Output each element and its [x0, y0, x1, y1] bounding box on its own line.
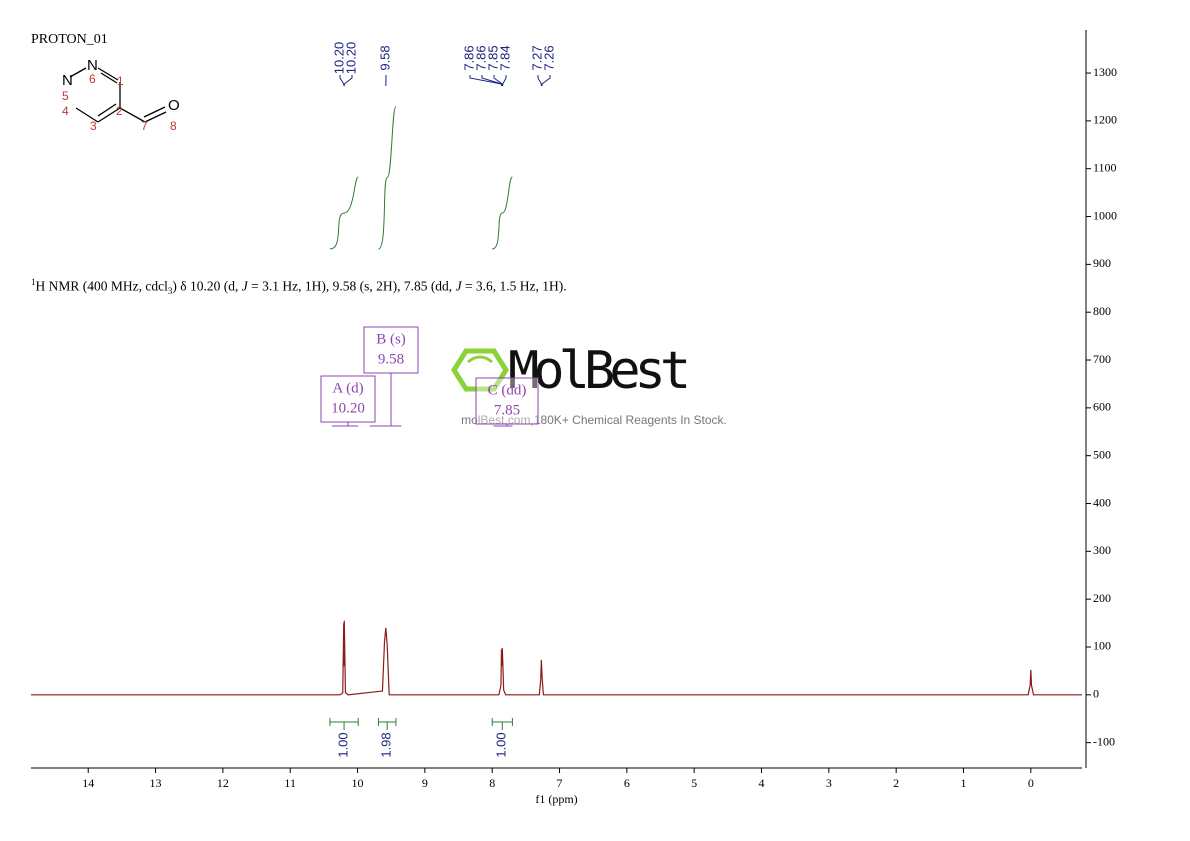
multiplet-box: [320, 375, 376, 423]
peak-label: 10.20: [331, 42, 346, 75]
desc: 3: [167, 286, 173, 297]
y-tick-label: 800: [1093, 304, 1111, 318]
peak-connector: [502, 75, 507, 86]
y-tick-label: 1000: [1093, 208, 1117, 222]
chart-title: PROTON_01: [31, 32, 108, 47]
desc: = 3.1 Hz, 1H), 9.58 (s, 2H), 7.85 (dd,: [247, 278, 456, 294]
atom-number: 5: [62, 89, 69, 103]
atom-number: 1: [117, 74, 124, 88]
desc: H NMR (400 MHz, cdcl: [35, 278, 168, 294]
x-tick-label: 11: [284, 776, 296, 790]
x-tick-label: 1: [961, 776, 967, 790]
y-tick-label: -100: [1093, 734, 1115, 748]
x-tick-label: 5: [691, 776, 697, 790]
multiplet-label: A (d): [332, 380, 363, 396]
peak-label: 7.27: [529, 45, 544, 70]
watermark-brand: MolBest: [508, 341, 687, 401]
x-tick-label: 8: [489, 776, 495, 790]
x-tick-label: 4: [759, 776, 765, 790]
y-tick-label: 1200: [1093, 113, 1117, 127]
y-tick-label: 0: [1093, 687, 1099, 701]
peak-label: 7.86: [473, 45, 488, 70]
integral-label: 1.00: [494, 732, 509, 757]
x-axis-label: f1 (ppm): [535, 792, 577, 806]
integral-label: 1.00: [336, 732, 351, 757]
multiplet-box: [475, 377, 539, 425]
atom: O: [168, 97, 180, 114]
atom-number: 2: [116, 104, 123, 118]
atom-number: 4: [62, 104, 69, 118]
spectrum-line: [31, 620, 1082, 696]
y-tick-label: 1300: [1093, 65, 1117, 79]
multiplet-label: C (dd): [488, 382, 527, 398]
y-tick-label: 700: [1093, 352, 1111, 366]
y-tick-label: 900: [1093, 256, 1111, 270]
molecule: [69, 67, 167, 123]
multiplet-box: [363, 326, 419, 374]
desc: 1: [31, 277, 36, 287]
x-tick-label: 0: [1028, 776, 1034, 790]
y-tick-label: 200: [1093, 591, 1111, 605]
y-tick-label: 300: [1093, 543, 1111, 557]
atom: N: [87, 57, 98, 74]
y-tick-label: 100: [1093, 639, 1111, 653]
integral-curve: [329, 176, 359, 250]
desc: ) δ 10.20 (d,: [172, 278, 242, 294]
x-tick-label: 9: [422, 776, 428, 790]
desc: J: [455, 278, 462, 294]
peak-connector: [343, 75, 353, 86]
y-tick-label: 600: [1093, 400, 1111, 414]
description: 1H NMR (400 MHz, cdcl3) δ 10.20 (d, J = …: [31, 274, 601, 299]
desc: J: [241, 278, 248, 294]
atom-number: 8: [170, 119, 177, 133]
peak-connector: [537, 75, 542, 86]
desc: = 3.6, 1.5 Hz, 1H).: [461, 278, 567, 294]
x-tick-label: 7: [557, 776, 563, 790]
atom: N: [62, 72, 73, 89]
multiplet-shift: 10.20: [331, 400, 365, 416]
y-tick-label: 500: [1093, 447, 1111, 461]
integral-label: 1.98: [379, 732, 394, 757]
x-tick-label: 6: [624, 776, 630, 790]
integral-curve: [492, 176, 513, 250]
multiplet-shift: 7.85: [494, 402, 520, 418]
x-tick-label: 14: [82, 776, 94, 790]
x-tick-label: 12: [217, 776, 229, 790]
multiplet-label: B (s): [376, 331, 406, 347]
peak-label: 10.20: [343, 42, 358, 75]
atom-number: 6: [89, 72, 96, 86]
peak-label: 7.84: [497, 45, 512, 70]
peak-connector: [339, 75, 345, 86]
watermark-logo: [451, 348, 509, 392]
y-tick-label: 1100: [1093, 160, 1117, 174]
x-tick-label: 13: [150, 776, 162, 790]
x-tick-label: 2: [893, 776, 899, 790]
integral-curve: [377, 105, 397, 250]
peak-connector: [541, 75, 551, 86]
peak-connector: [493, 75, 503, 86]
multiplet-shift: 9.58: [378, 351, 404, 367]
peak-label: 7.26: [541, 45, 556, 70]
x-tick-label: 10: [352, 776, 364, 790]
atom-number: 7: [141, 119, 148, 133]
x-tick-label: 3: [826, 776, 832, 790]
peak-label: 9.58: [377, 45, 392, 70]
y-tick-label: 400: [1093, 495, 1111, 509]
atom-number: 3: [90, 119, 97, 133]
peak-label: 7.86: [461, 45, 476, 70]
peak-label: 7.85: [485, 45, 500, 70]
